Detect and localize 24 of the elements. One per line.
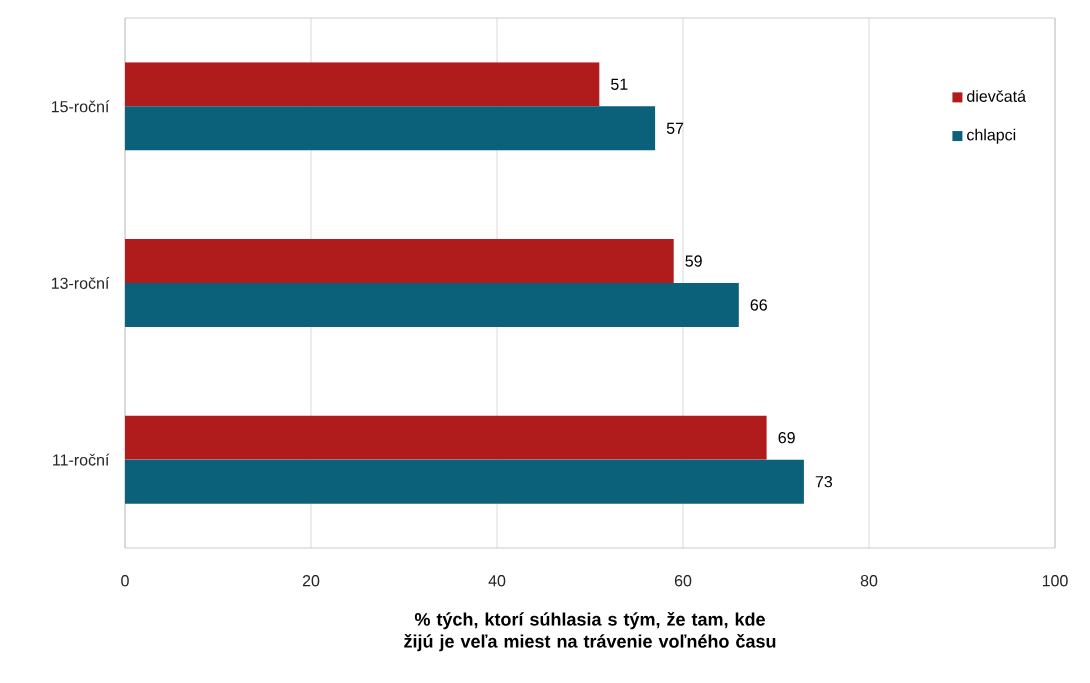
x-tick-label: 0 xyxy=(121,575,129,587)
bar xyxy=(125,459,804,504)
bar xyxy=(125,238,674,283)
y-tick-label: 13-roční xyxy=(51,277,110,289)
x-tick-label: 40 xyxy=(488,575,506,587)
x-tick-label: 60 xyxy=(674,575,692,587)
data-label: 66 xyxy=(750,299,767,311)
y-tick-label: 11-roční xyxy=(53,453,110,466)
data-label: 73 xyxy=(815,476,833,488)
bar xyxy=(125,282,739,327)
legend-label: chlapci xyxy=(967,128,1016,144)
x-tick-label: 100 xyxy=(1042,575,1068,587)
bar xyxy=(125,62,600,107)
x-axis-title: % tých, ktorí súhlasia s tým, že tam, kde žijú je veľa miest na trávenie voľného času xyxy=(404,612,776,652)
y-tick-label: 15-roční xyxy=(51,100,110,113)
x-tick-label: 80 xyxy=(860,575,878,587)
legend-label: dievčatá xyxy=(967,89,1027,102)
bar xyxy=(125,106,656,151)
data-label: 57 xyxy=(666,122,684,134)
x-tick-label: 20 xyxy=(302,575,320,587)
data-label: 51 xyxy=(611,78,628,90)
bar xyxy=(125,415,767,460)
data-label: 59 xyxy=(685,255,702,267)
data-label: 69 xyxy=(778,432,795,444)
